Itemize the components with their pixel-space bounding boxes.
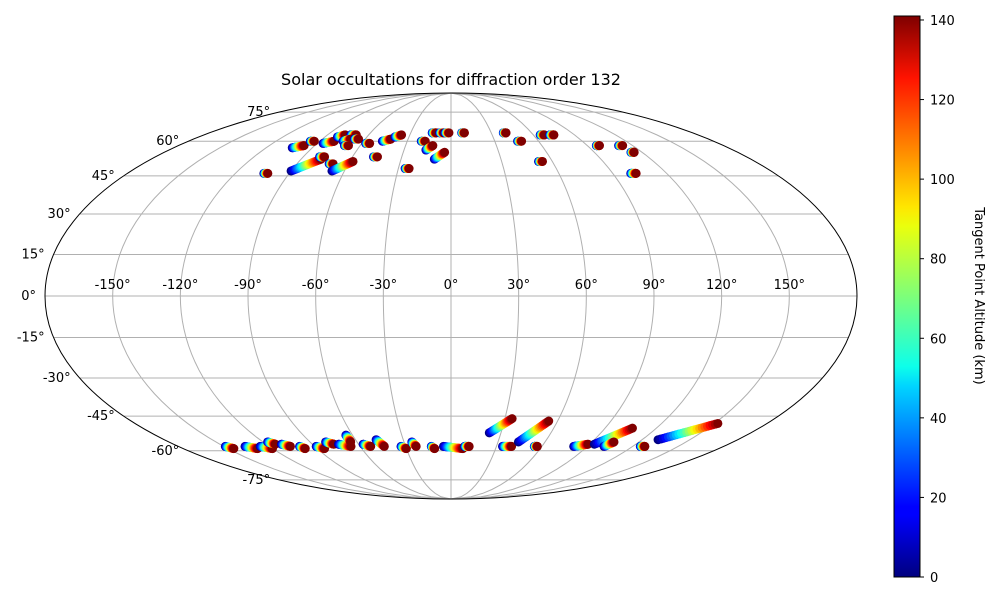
data-points (220, 128, 723, 454)
x-tick-labels: -150° -120° -90° -60° -30° 0° 30° 60° 90° 120° 150… (95, 278, 805, 293)
x-tick-label: 30° (507, 278, 530, 293)
occultation-point (420, 136, 430, 146)
y-tick-label: -45° (87, 409, 115, 424)
occultation-point (320, 152, 330, 162)
occultation-point (285, 441, 295, 451)
y-tick-label: 45° (92, 169, 115, 184)
occultation-point (464, 441, 474, 451)
colorbar-tick-label: 80 (930, 253, 947, 268)
occultation-point (459, 128, 469, 138)
occultation-point (609, 437, 619, 447)
occultation-point (404, 164, 414, 174)
occultation-point (507, 441, 517, 451)
occultation-point (397, 130, 407, 140)
x-tick-label: -60° (302, 278, 330, 293)
y-tick-label: 0° (21, 289, 36, 304)
occultation-point (594, 141, 604, 151)
map-boundary (44, 92, 858, 500)
y-tick-label: -60° (152, 444, 180, 459)
occultation-point (401, 444, 411, 454)
y-tick-label: -30° (43, 371, 71, 386)
colorbar-tick-label: 60 (930, 332, 947, 347)
occultation-point (428, 141, 438, 151)
colorbar-tick-label: 140 (930, 14, 955, 29)
occultation-point (549, 130, 559, 140)
occultation-point (544, 416, 554, 426)
y-tick-labels: -75° -60° -45° -30° -15° 0° 15° 30° 45° 60° 75° (17, 105, 270, 488)
x-tick-label: -150° (95, 278, 131, 293)
colorbar-tick-label: 40 (930, 412, 947, 427)
meridian-line (450, 93, 655, 499)
colorbar-gradient (893, 15, 921, 578)
occultation-point (372, 152, 382, 162)
meridian-line (450, 93, 723, 499)
occultation-point (507, 414, 517, 424)
occultation-point (713, 418, 723, 428)
occultation-point (440, 147, 450, 157)
y-tick-label: 30° (48, 207, 71, 222)
colorbar-tick-labels: 0 20 40 60 80 100 120 140 (920, 14, 955, 586)
occultation-point (517, 136, 527, 146)
y-tick-label: -15° (17, 331, 45, 346)
occultation-point (627, 423, 637, 433)
colorbar: 0 20 40 60 80 100 120 140 Tangent Point Altitud… (893, 14, 986, 586)
occultation-point (270, 439, 280, 449)
occultation-point (583, 439, 593, 449)
colorbar-tick-label: 120 (930, 94, 955, 109)
occultation-point (538, 156, 548, 166)
occultation-point (354, 134, 364, 144)
meridian-line (450, 93, 587, 499)
occultation-point (444, 128, 454, 138)
occultation-point (411, 441, 421, 451)
occultation-point (346, 437, 356, 447)
occultation-point (309, 136, 319, 146)
meridian-line (450, 93, 520, 499)
x-tick-label: 120° (706, 278, 737, 293)
occultation-point (263, 168, 273, 178)
occultation-point (379, 441, 389, 451)
colorbar-tick-label: 100 (930, 173, 955, 188)
y-tick-label: 15° (22, 247, 45, 262)
occultation-point (366, 441, 376, 451)
occultation-point (343, 141, 353, 151)
occultation-point (629, 147, 639, 157)
y-tick-label: -75° (242, 473, 270, 488)
x-tick-label: 90° (642, 278, 665, 293)
x-tick-label: -90° (234, 278, 262, 293)
y-tick-label: 75° (247, 105, 270, 120)
x-tick-label: -30° (369, 278, 397, 293)
occultation-point (532, 441, 542, 451)
occultation-point (229, 444, 239, 454)
occultation-point (430, 444, 440, 454)
occultation-point (631, 168, 641, 178)
colorbar-label: Tangent Point Altitude (km) (971, 206, 986, 384)
occultation-point (618, 141, 628, 151)
meridian-line (450, 93, 790, 499)
graticule (45, 93, 857, 499)
occultation-point (501, 128, 511, 138)
x-tick-label: 0° (444, 278, 459, 293)
chart-title: Solar occultations for diffraction order… (281, 70, 621, 89)
occultation-point (365, 138, 375, 148)
occultation-point (640, 441, 650, 451)
x-tick-label: -120° (162, 278, 198, 293)
colorbar-tick-label: 0 (930, 571, 938, 586)
occultation-point (299, 141, 309, 151)
occultation-point (300, 444, 310, 454)
colorbar-tick-label: 20 (930, 491, 947, 506)
occultation-point (348, 156, 358, 166)
y-tick-label: 60° (156, 134, 179, 149)
x-tick-label: 150° (774, 278, 805, 293)
x-tick-label: 60° (575, 278, 598, 293)
